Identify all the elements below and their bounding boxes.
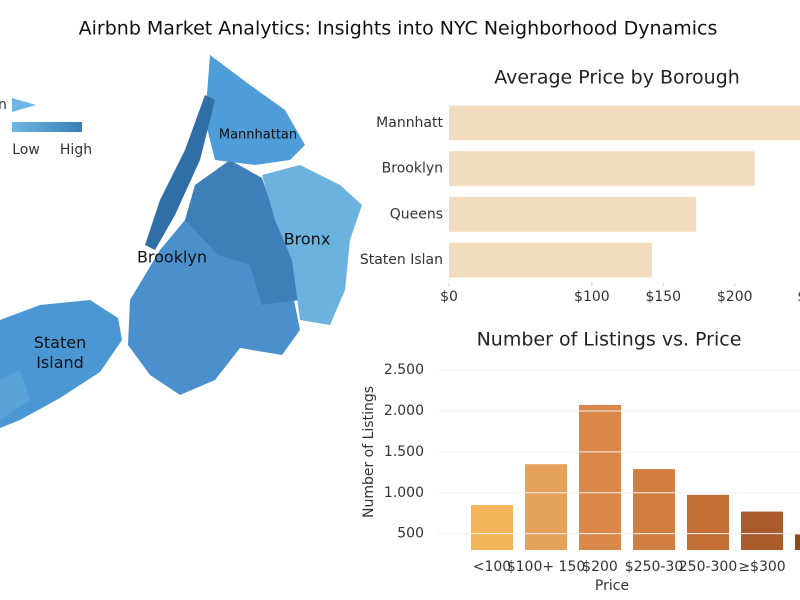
x-tick-label: $200 xyxy=(582,559,618,575)
x-tick-label: $150 xyxy=(645,289,681,305)
map: Mannhattan Brooklyn Bronx Staten Island xyxy=(0,55,362,428)
x-tick-label: $2 xyxy=(797,289,800,305)
bar xyxy=(795,534,800,550)
x-tick-label: $100 xyxy=(574,289,610,305)
x-tick-label: <100 xyxy=(473,559,511,575)
x-tick-label: $0 xyxy=(440,289,458,305)
bar xyxy=(449,105,800,141)
bar xyxy=(471,505,513,550)
x-tick-label: ≥$300 xyxy=(738,559,785,575)
manhattan xyxy=(145,95,215,250)
y-tick-label: Queens xyxy=(390,206,443,222)
plot xyxy=(449,105,800,278)
staten-island xyxy=(0,300,122,428)
upper xyxy=(205,55,305,165)
y-tick-label: 2.000 xyxy=(384,403,424,419)
map-label: Staten Island xyxy=(34,333,87,372)
x-tick-label: $200 xyxy=(717,289,753,305)
chart-title: Number of Listings vs. Price xyxy=(477,329,742,351)
bar xyxy=(633,469,675,550)
y-tick-label: Brooklyn xyxy=(382,161,443,177)
y-tick-label: Mannhatt xyxy=(376,115,443,131)
legend-gradient xyxy=(12,122,82,132)
queens xyxy=(185,160,300,305)
legend-arrow xyxy=(12,98,36,112)
map-label: Mannhattan xyxy=(219,128,297,143)
x-tick-label: 250-300 xyxy=(679,559,738,575)
x-tick-label: $100+ 150 xyxy=(507,559,586,575)
legend-high: High xyxy=(60,142,92,158)
bronx xyxy=(262,165,362,325)
y-tick-label: 500 xyxy=(397,526,424,542)
y-axis-label: Number of Listings xyxy=(361,386,377,518)
bar xyxy=(449,151,755,187)
legend-title: n xyxy=(0,97,7,113)
page-title: Airbnb Market Analytics: Insights into N… xyxy=(79,18,718,40)
bar xyxy=(449,242,652,278)
y-tick-label: 2.500 xyxy=(384,362,424,378)
chart-title: Average Price by Borough xyxy=(494,67,740,89)
y-tick-label: Staten Islan xyxy=(360,252,443,268)
bar xyxy=(449,196,697,232)
y-tick-label: 1.000 xyxy=(384,485,424,501)
map-label: Brooklyn xyxy=(137,248,207,267)
legend-low: Low xyxy=(12,142,40,158)
x-tick-label: $250-30 xyxy=(625,559,684,575)
bar xyxy=(525,464,567,550)
bar xyxy=(579,404,621,550)
plot xyxy=(471,404,800,550)
bar xyxy=(687,494,729,550)
shore xyxy=(0,370,30,420)
bar xyxy=(741,511,783,550)
y-tick-label: 1.500 xyxy=(384,444,424,460)
x-axis-label: Price xyxy=(595,578,629,594)
map-label: Bronx xyxy=(284,230,331,249)
map-legend: n Low High xyxy=(0,97,92,158)
